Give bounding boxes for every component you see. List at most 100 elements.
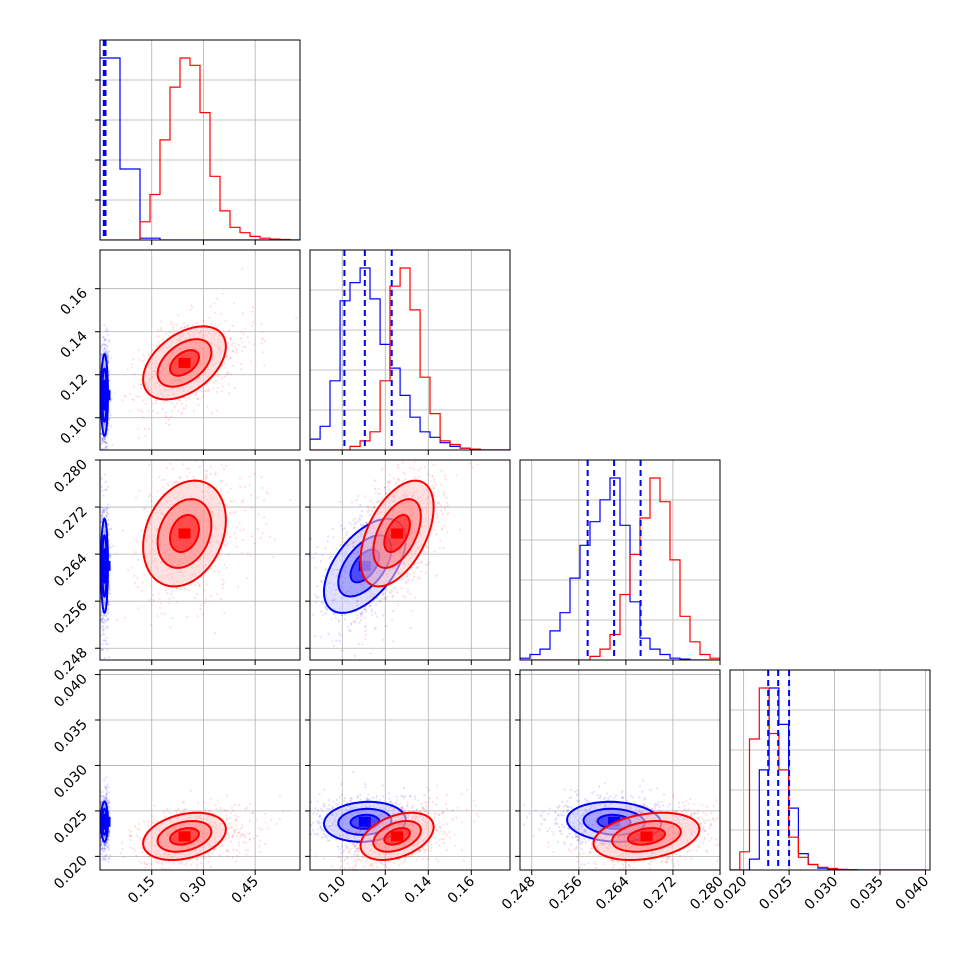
scatter-point [436,512,439,515]
scatter-point [103,324,106,327]
scatter-point [324,606,327,609]
scatter-point [167,334,170,338]
scatter-point [101,514,104,518]
scatter-point [349,629,352,633]
scatter-point [441,457,443,459]
scatter-point [172,481,176,484]
contour-line-red [156,338,213,388]
scatter-point [375,500,379,503]
panel-0-0 [95,39,301,245]
scatter-point [221,583,224,587]
scatter-point [373,627,377,631]
histogram-red-series [100,57,300,240]
scatter-point [197,404,200,407]
scatter-point [137,395,140,398]
scatter-point [424,550,427,553]
scatter-point [107,857,110,860]
ticks [305,459,472,665]
scatter-point [402,595,405,598]
scatter-point [101,619,104,622]
scatter-point [102,628,105,631]
scatter-point [230,500,233,503]
scatter-point [226,372,229,375]
scatter-point [157,475,161,478]
scatter-point [126,368,129,371]
scatter-point [101,513,104,516]
scatter-point [104,445,107,448]
scatter-point [216,374,219,378]
scatter-point [216,297,219,300]
scatter-point [107,507,110,510]
scatter-point [261,337,265,340]
scatter-point [350,623,353,626]
scatter-point [206,405,209,408]
scatter-point [196,322,199,325]
scatter-point [157,340,160,343]
scatter-point [230,344,233,347]
scatter-point [108,854,111,857]
histogram-red-series [310,267,510,450]
scatter-point [370,507,373,510]
scatter-point [269,535,272,538]
scatter-point [104,848,107,851]
scatter-point [103,857,106,860]
scatter-point [106,329,109,332]
scatter-point [392,477,395,480]
scatter-point [395,481,398,484]
scatter-point [367,506,370,509]
scatter-point [232,341,235,344]
scatter-point [357,494,360,497]
scatter-point [198,584,201,587]
scatter-point [408,573,411,576]
scatter-point [304,626,306,628]
scatter-point [361,612,364,615]
scatter-point [105,842,108,846]
scatter-point [188,471,191,474]
scatter-point [367,509,370,512]
scatter-point [446,504,449,507]
scatter-point [179,588,182,591]
scatter-point [226,373,229,376]
scatter-point [229,336,232,340]
scatter-point [109,528,112,531]
scatter-point [100,516,103,519]
scatter-point [369,652,372,655]
scatter-point [104,796,107,799]
scatter-point [224,362,227,365]
scatter-point [191,306,194,309]
scatter-point [384,598,387,601]
scatter-point [220,312,223,315]
contour-line-red [372,498,422,569]
scatter-point [111,444,114,447]
scatter-point [207,387,210,391]
scatter-point [246,336,249,339]
scatter-point [167,418,170,421]
scatter-point [339,543,342,546]
scatter-point [358,540,361,544]
scatter-point [418,451,420,453]
panel-2-0 [95,459,301,665]
scatter-point [435,451,437,453]
scatter-point [105,854,108,857]
scatter-point [136,408,139,411]
scatter-point [104,330,107,333]
scatter-point [369,604,372,607]
scatter-point [440,509,443,512]
scatter-point [106,356,109,359]
scatter-point [169,462,172,465]
scatter-point [107,802,110,805]
scatter-point [102,795,105,798]
scatter-point [360,524,363,527]
scatter-point [335,639,338,642]
scatter-point [182,463,185,466]
scatter-point [414,596,417,599]
scatter-point [183,326,186,329]
scatter-point [389,591,392,595]
scatter-point [101,437,104,440]
scatter-point [102,510,105,513]
scatter-point [106,344,109,347]
scatter-point [103,847,106,850]
scatter-point [319,560,323,563]
scatter-point [431,484,434,487]
scatter-point [406,574,409,577]
